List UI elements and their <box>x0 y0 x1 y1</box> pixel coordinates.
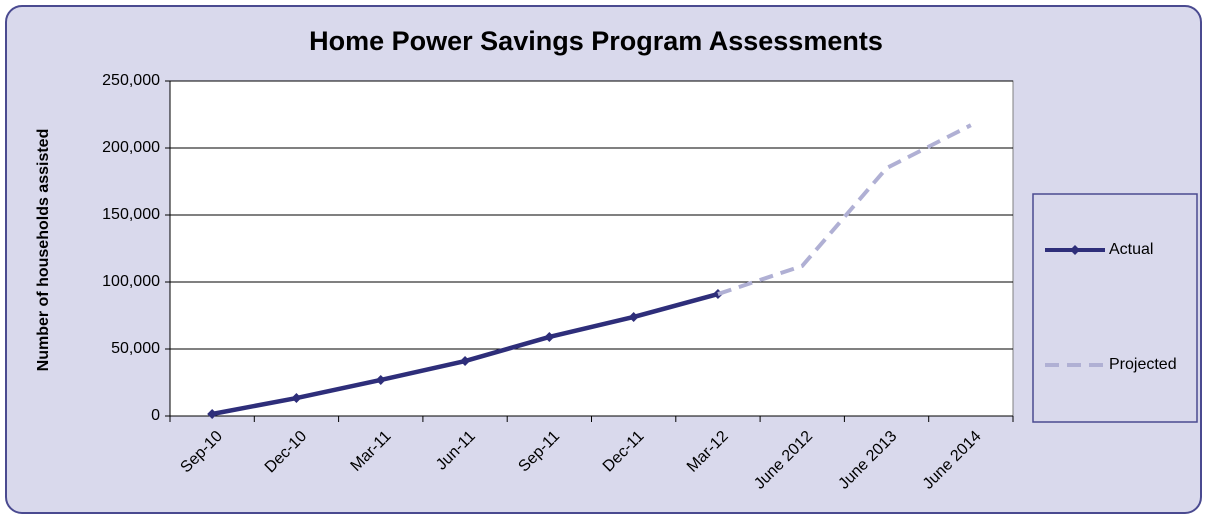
legend-box <box>1032 193 1198 423</box>
legend-label: Projected <box>1109 356 1177 373</box>
y-tick-label: 100,000 <box>102 273 160 290</box>
y-axis-title: Number of households assisted <box>35 129 52 372</box>
y-tick-label: 0 <box>151 407 160 424</box>
y-tick-label: 150,000 <box>102 206 160 223</box>
series-line <box>717 123 972 296</box>
plot-area <box>169 80 1014 417</box>
chart-title: Home Power Savings Program Assessments <box>309 26 883 56</box>
marker <box>291 393 302 404</box>
marker <box>460 356 471 367</box>
y-tick-label: 250,000 <box>102 72 160 89</box>
marker <box>207 408 218 419</box>
legend-marker <box>1070 245 1080 255</box>
marker <box>375 374 386 385</box>
y-tick-label: 200,000 <box>102 139 160 156</box>
y-tick-label: 50,000 <box>111 340 160 357</box>
marker <box>544 331 555 342</box>
legend-label: Actual <box>1109 241 1153 258</box>
marker <box>628 311 639 322</box>
